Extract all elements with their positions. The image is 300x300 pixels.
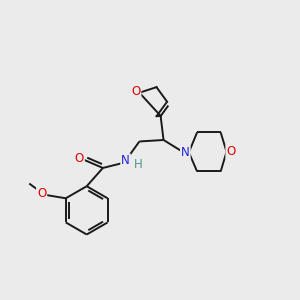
Text: O: O [37, 188, 46, 200]
Text: N: N [121, 154, 130, 167]
Text: O: O [75, 152, 84, 165]
Text: O: O [131, 85, 140, 98]
Text: O: O [226, 145, 236, 158]
Text: H: H [134, 158, 142, 171]
Text: N: N [181, 146, 190, 159]
